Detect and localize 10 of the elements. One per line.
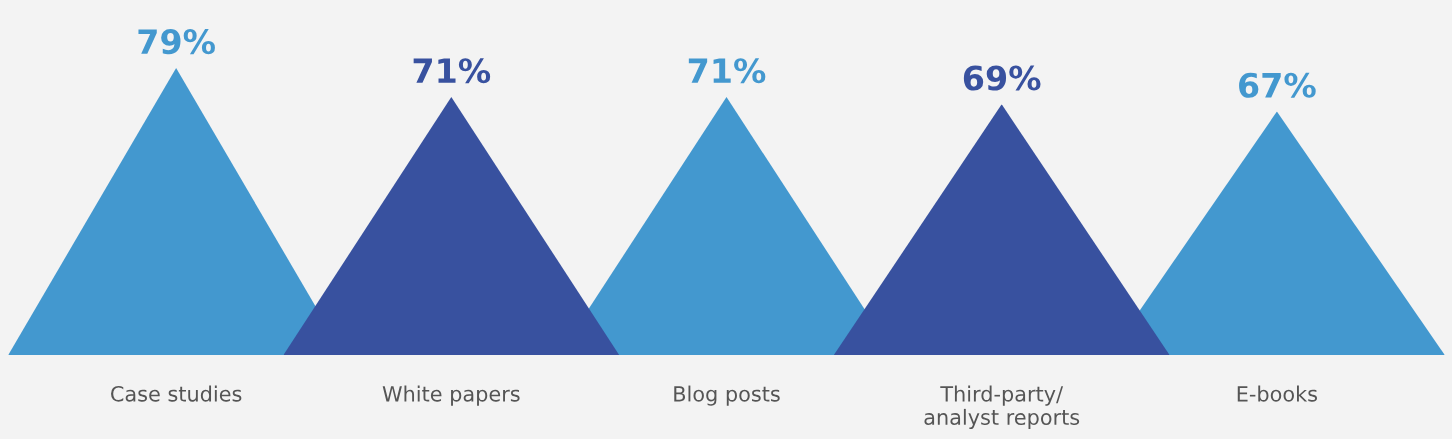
data-label: 69% xyxy=(963,65,1041,91)
data-label: 79% xyxy=(138,29,215,55)
x-tick-label: Case studies xyxy=(111,385,242,402)
x-tick-label: Third-party/ analyst reports xyxy=(924,385,1080,430)
data-label: 71% xyxy=(688,58,766,84)
data-label: 67% xyxy=(1239,72,1316,98)
data-label: 71% xyxy=(413,58,491,84)
x-tick-label: E-books xyxy=(1237,385,1318,402)
x-tick-label: Blog posts xyxy=(674,385,780,406)
x-tick-label: White papers xyxy=(382,385,520,406)
